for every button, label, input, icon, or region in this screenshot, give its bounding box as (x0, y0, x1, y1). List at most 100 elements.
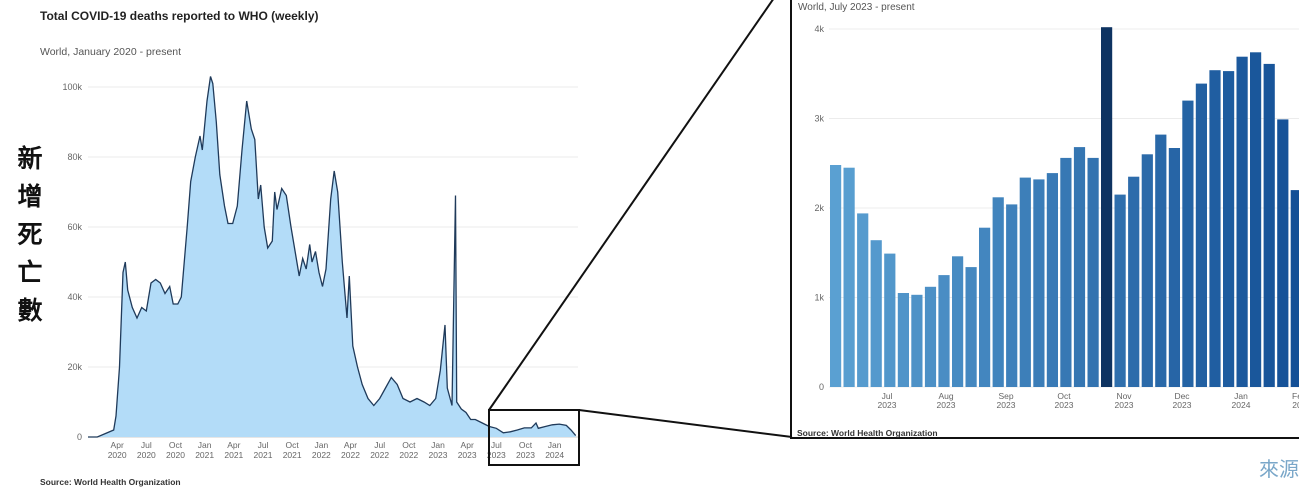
y-tick-label: 20k (67, 362, 82, 372)
x-tick-label: Jul (374, 440, 385, 450)
x-tick-label: Oct (286, 440, 300, 450)
x-tick-label: 2021 (283, 450, 302, 460)
x-tick-label: 2021 (195, 450, 214, 460)
x-tick-label: 2020 (166, 450, 185, 460)
bar (992, 197, 1004, 387)
x-tick-label: 2023 (1115, 400, 1134, 410)
y-tick-label: 0 (77, 432, 82, 442)
bar (965, 267, 977, 387)
x-tick-label: Apr (111, 440, 124, 450)
x-tick-label: 2023 (1173, 400, 1192, 410)
zoom-box (488, 409, 580, 466)
x-tick-label: Oct (169, 440, 183, 450)
x-tick-label: Sep (998, 391, 1013, 401)
bar (1263, 63, 1275, 388)
x-tick-label: Jan (314, 440, 328, 450)
x-tick-label: 2023 (1055, 400, 1074, 410)
x-tick-label: 2022 (370, 450, 389, 460)
x-tick-label: 20 (1292, 400, 1299, 410)
chart-title: Total COVID-19 deaths reported to WHO (w… (40, 9, 319, 23)
x-tick-label: Jul (882, 391, 893, 401)
bar (870, 240, 882, 387)
side-label-char: 死 (17, 220, 43, 249)
series-line (88, 76, 577, 438)
x-tick-label: 2024 (1232, 400, 1251, 410)
y-tick-label: 0 (819, 382, 824, 392)
x-tick-label: Jan (1234, 391, 1248, 401)
area-fill (88, 76, 576, 437)
zoom-connector (488, 0, 774, 411)
x-tick-label: 2022 (312, 450, 331, 460)
bar (1223, 71, 1235, 387)
x-tick-label: 2023 (878, 400, 897, 410)
x-tick-label: 2023 (429, 450, 448, 460)
x-tick-label: Oct (402, 440, 416, 450)
bar (843, 167, 855, 387)
x-tick-label: Jul (491, 440, 502, 450)
x-tick-label: 2021 (224, 450, 243, 460)
x-tick-label: Jan (198, 440, 212, 450)
bar (1101, 27, 1113, 387)
bar (1114, 194, 1126, 387)
x-tick-label: Nov (1116, 391, 1132, 401)
bar (924, 286, 937, 387)
x-tick-label: 2023 (458, 450, 477, 460)
y-tick-label: 4k (814, 24, 824, 34)
bar (938, 275, 950, 387)
x-tick-label: 2023 (487, 450, 506, 460)
bar (1209, 70, 1221, 387)
bar (1155, 134, 1167, 387)
side-label-char: 數 (17, 296, 43, 325)
inset-source: Source: World Health Organization (797, 428, 938, 438)
bar (1128, 176, 1140, 387)
x-tick-label: Oct (519, 440, 533, 450)
bar (979, 227, 991, 387)
x-tick-label: 2023 (516, 450, 535, 460)
x-tick-label: Jan (548, 440, 562, 450)
bar (1033, 179, 1045, 387)
bar (1019, 177, 1031, 387)
y-tick-label: 1k (814, 293, 824, 303)
y-tick-label: 80k (67, 152, 82, 162)
x-tick-label: Apr (461, 440, 474, 450)
bar (1182, 100, 1194, 387)
x-tick-label: Dec (1174, 391, 1190, 401)
x-tick-label: Oct (1057, 391, 1071, 401)
x-tick-label: Jan (431, 440, 445, 450)
x-tick-label: Apr (227, 440, 240, 450)
bar (830, 165, 842, 387)
side-label-char: 新 (17, 144, 43, 173)
bar (952, 256, 964, 387)
bar (1236, 56, 1248, 387)
x-tick-label: Apr (344, 440, 357, 450)
corner-text: 來源 (1259, 457, 1299, 481)
y-tick-label: 60k (67, 222, 82, 232)
bar (1195, 83, 1207, 387)
bar (1141, 154, 1153, 387)
x-tick-label: Aug (938, 391, 953, 401)
x-tick-label: 2022 (341, 450, 360, 460)
bar (884, 253, 896, 387)
side-label-char: 亡 (17, 258, 43, 287)
y-tick-label: 100k (62, 82, 82, 92)
bar (1277, 119, 1289, 388)
bar (911, 294, 923, 387)
x-tick-label: 2020 (137, 450, 156, 460)
x-tick-label: Jul (258, 440, 269, 450)
side-label-char: 增 (17, 182, 43, 211)
x-tick-label: Fe (1292, 391, 1299, 401)
bar (1073, 147, 1086, 387)
y-tick-label: 40k (67, 292, 82, 302)
x-tick-label: 2021 (254, 450, 273, 460)
x-tick-label: 2023 (937, 400, 956, 410)
bar (1087, 157, 1099, 387)
bar (1046, 173, 1058, 387)
bar (1250, 52, 1262, 388)
zoom-connector (578, 409, 793, 438)
bar (1060, 157, 1072, 387)
bar (897, 293, 909, 387)
x-tick-label: 2024 (545, 450, 564, 460)
y-tick-label: 2k (814, 203, 824, 213)
chart-source: Source: World Health Organization (40, 477, 181, 487)
